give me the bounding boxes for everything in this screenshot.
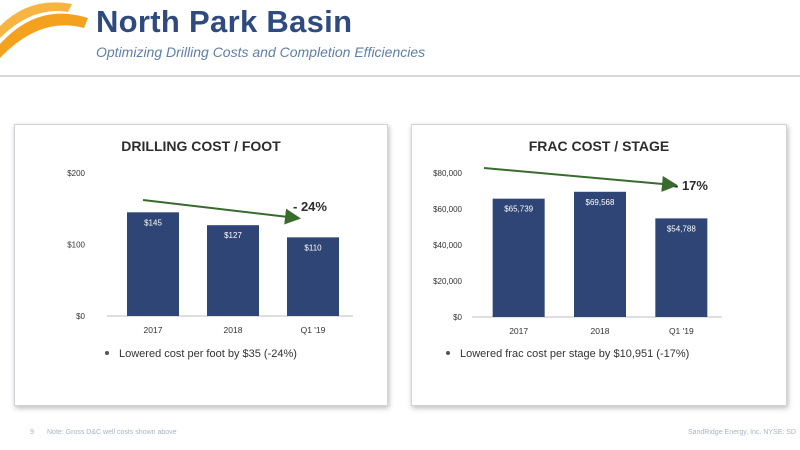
y-tick-label: $100 [67,241,85,250]
x-tick-label: Q1 '19 [301,325,326,335]
x-tick-label: Q1 '19 [669,326,694,336]
drilling-cost-chart: DRILLING COST / FOOT $0 $100 $200 $145 2017 $1… [67,138,353,360]
bar-value-label: $65,739 [504,205,533,214]
page-subtitle: Optimizing Drilling Costs and Completion… [96,44,426,60]
bar-2018 [574,191,626,317]
x-tick-label: 2017 [144,325,163,335]
company-logo [0,2,88,58]
company-footer: SandRidge Energy, Inc. NYSE: SD [687,429,796,436]
bullet-text: Lowered cost per foot by $35 (-24%) [119,348,297,360]
bar-2017 [127,212,179,316]
bar-q1-19 [655,218,708,317]
bullet-dot [446,351,450,355]
bar-q1-19 [287,237,339,316]
x-tick-label: 2018 [224,325,243,335]
frac-cost-panel: FRAC COST / STAGE $0 $20,000 $40,000 $60,000… [411,124,787,406]
bar-value-label: $69,568 [586,198,615,207]
bar-value-label: $54,788 [667,224,696,233]
bar-value-label: $110 [304,243,322,252]
bullet-text: Lowered frac cost per stage by $10,951 (… [460,348,689,360]
chart-title: FRAC COST / STAGE [529,138,670,154]
page-number: 9 [30,429,34,436]
footnote: Note: Gross D&C well costs shown above [47,429,177,436]
bar-2017 [492,198,545,317]
chart-title: DRILLING COST / FOOT [121,138,281,154]
x-tick-label: 2018 [591,326,610,336]
bullet-dot [105,351,109,355]
bar-value-label: $145 [144,218,162,227]
y-tick-label: $80,000 [433,169,462,178]
page-title: North Park Basin [96,4,353,39]
frac-cost-chart: FRAC COST / STAGE $0 $20,000 $40,000 $60,000… [433,138,722,360]
bar-value-label: $127 [224,231,242,240]
header-divider [0,75,800,77]
trend-label: - 24% [293,199,327,214]
trend-arrow [483,167,678,192]
y-tick-label: $40,000 [433,241,462,250]
y-tick-label: $200 [67,169,85,178]
drilling-cost-panel: DRILLING COST / FOOT $0 $100 $200 $145 2017 $1… [14,124,388,406]
y-tick-label: $0 [76,312,85,321]
y-tick-label: $0 [453,313,462,322]
trend-label: - 17% [674,178,708,193]
x-tick-label: 2017 [509,326,528,336]
y-tick-label: $20,000 [433,277,462,286]
trend-arrow [142,199,301,225]
bar-2018 [207,225,259,316]
y-tick-label: $60,000 [433,205,462,214]
